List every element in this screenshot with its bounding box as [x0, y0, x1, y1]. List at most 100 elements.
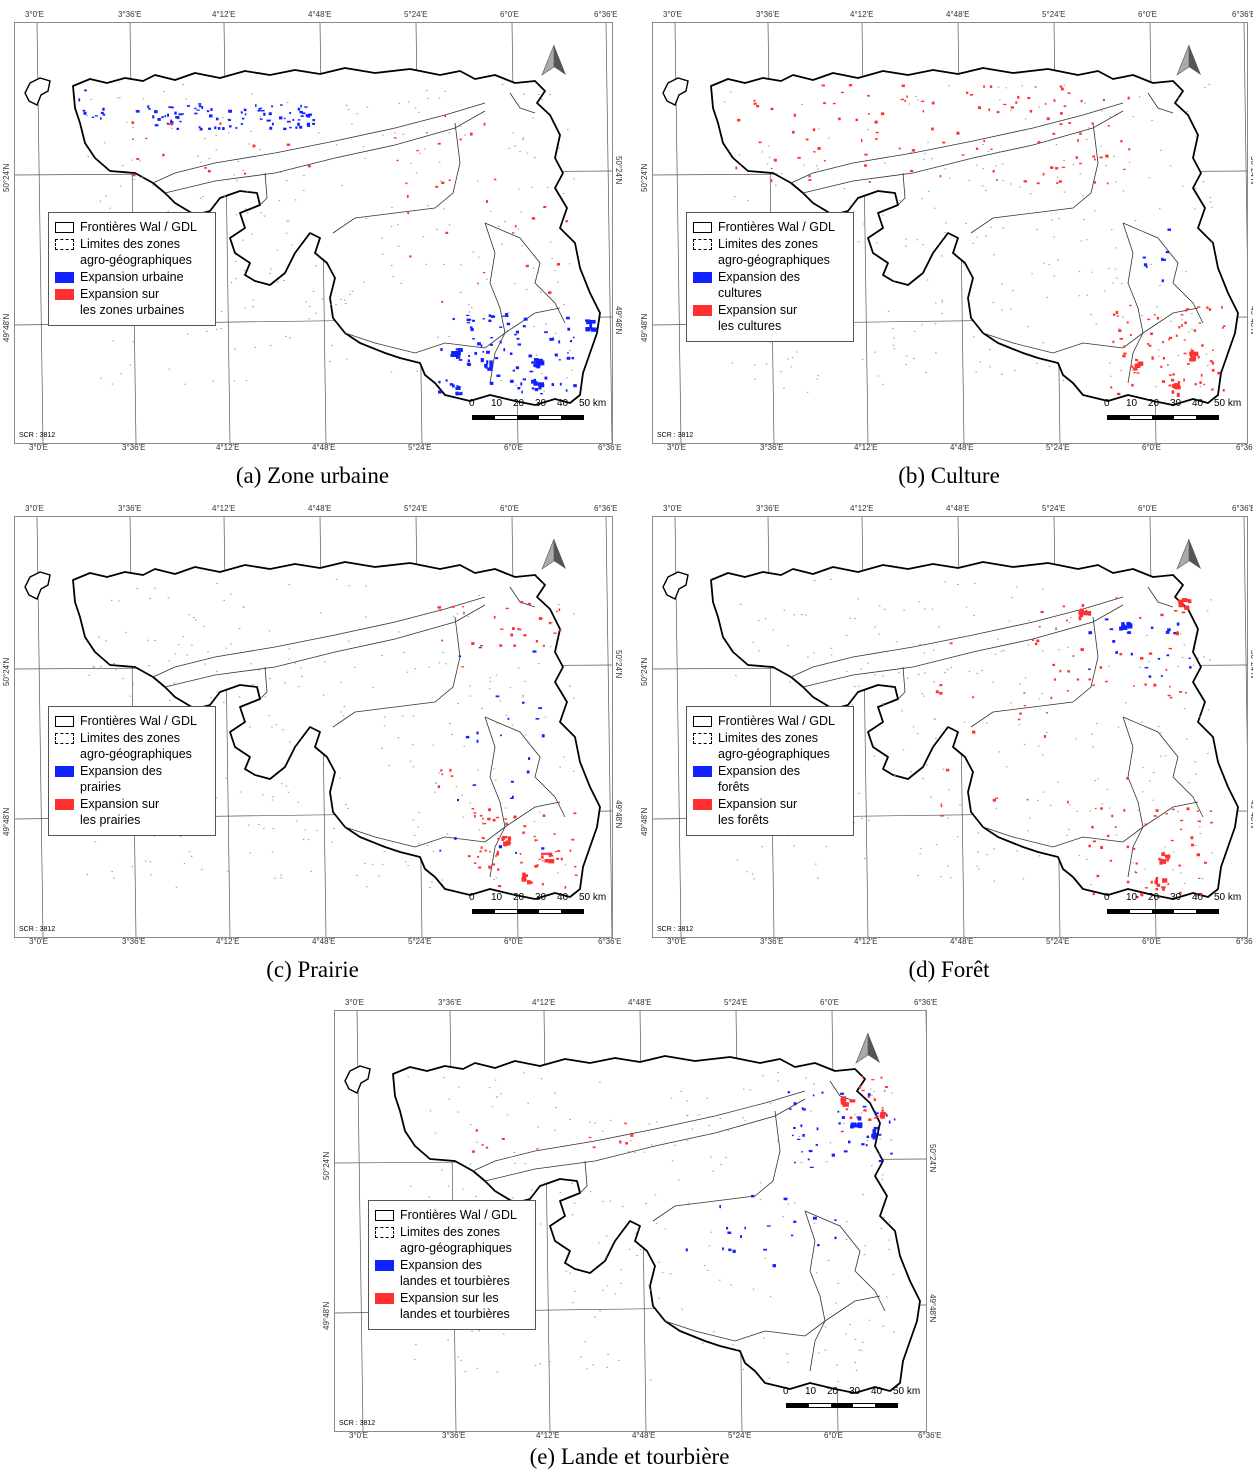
expansion-pixel: [800, 1124, 803, 1128]
expansion-patch: [455, 348, 460, 351]
land-cover-pixel: [1063, 84, 1066, 86]
expansion-pixel: [1104, 680, 1108, 683]
land-cover-pixel: [105, 640, 107, 642]
expansion-pixel: [1133, 685, 1136, 687]
land-cover-pixel: [249, 852, 252, 854]
expansion-pixel: [1140, 894, 1144, 897]
expansion-pixel: [279, 116, 283, 120]
longitude-label: 3°0'E: [349, 1431, 368, 1440]
land-cover-pixel: [469, 695, 472, 697]
land-cover-pixel: [546, 1253, 549, 1255]
land-cover-pixel: [568, 263, 571, 265]
longitude-label: 4°48'E: [312, 443, 336, 452]
expansion-pixel: [514, 333, 517, 336]
expansion-pixel: [787, 1091, 790, 1094]
expansion-pixel: [727, 1231, 732, 1235]
land-cover-pixel: [972, 242, 975, 244]
land-cover-pixel: [742, 1368, 745, 1370]
panel-caption: (d) Forêt: [908, 957, 990, 982]
land-cover-pixel: [286, 180, 288, 182]
land-cover-pixel: [462, 1188, 464, 1190]
land-cover-pixel: [410, 162, 412, 164]
land-cover-pixel: [1086, 139, 1088, 141]
zone-boundary: [897, 666, 906, 700]
land-cover-pixel: [120, 373, 122, 375]
land-cover-pixel: [270, 268, 272, 270]
land-cover-pixel: [620, 1269, 622, 1271]
expansion-pixel: [840, 1130, 844, 1133]
expansion-pixel: [527, 602, 531, 606]
land-cover-pixel: [758, 619, 760, 621]
land-cover-pixel: [1137, 809, 1140, 811]
land-cover-pixel: [532, 267, 535, 269]
land-cover-pixel: [753, 878, 755, 880]
land-cover-pixel: [511, 724, 514, 726]
land-cover-pixel: [1116, 277, 1118, 279]
expansion-pixel: [572, 336, 575, 339]
land-cover-pixel: [901, 710, 904, 712]
land-cover-pixel: [916, 733, 919, 735]
expansion-pixel: [1036, 182, 1040, 185]
land-cover-pixel: [706, 1269, 709, 1271]
expansion-patch: [1137, 362, 1141, 366]
expansion-pixel: [283, 127, 287, 131]
expansion-pixel: [821, 84, 825, 87]
land-cover-pixel: [851, 704, 853, 706]
land-cover-pixel: [425, 263, 428, 265]
blue-swatch: [55, 272, 74, 283]
scale-bar: [472, 909, 584, 914]
north-arrow-half: [1189, 539, 1201, 569]
expansion-pixel: [480, 846, 483, 849]
zone-boundary: [664, 1295, 881, 1342]
longitude-label: 3°0'E: [25, 504, 44, 513]
expansion-pixel: [901, 84, 905, 88]
expansion-pixel: [523, 317, 528, 321]
land-cover-pixel: [1194, 845, 1197, 847]
land-cover-pixel: [791, 356, 794, 358]
land-cover-pixel: [655, 1223, 658, 1225]
expansion-pixel: [295, 126, 298, 129]
land-cover-pixel: [100, 377, 102, 379]
land-cover-pixel: [1177, 665, 1179, 667]
land-cover-pixel: [828, 137, 830, 139]
expansion-pixel: [1181, 324, 1183, 327]
land-cover-pixel: [351, 123, 353, 125]
land-cover-pixel: [698, 1114, 701, 1116]
longitude-label: 6°36'E: [914, 998, 938, 1007]
zone-boundary: [472, 1090, 806, 1172]
expansion-pixel: [1080, 648, 1084, 652]
land-cover-pixel: [1160, 858, 1163, 860]
expansion-pixel: [1127, 96, 1130, 100]
land-cover-pixel: [477, 769, 479, 771]
legend-row-red: Expansion sur les zones urbaines: [55, 286, 209, 318]
land-cover-pixel: [569, 685, 571, 687]
land-cover-pixel: [912, 358, 915, 360]
land-cover-pixel: [154, 587, 156, 589]
land-cover-pixel: [132, 341, 134, 343]
north-arrow-half: [541, 44, 555, 76]
land-cover-pixel: [416, 370, 418, 372]
land-cover-pixel: [98, 636, 100, 638]
land-cover-pixel: [622, 1205, 624, 1207]
land-cover-pixel: [1027, 644, 1030, 646]
expansion-pixel: [472, 319, 475, 322]
land-cover-pixel: [628, 1150, 630, 1152]
expansion-pixel: [1196, 810, 1200, 812]
expansion-pixel: [1217, 371, 1221, 375]
land-cover-pixel: [388, 764, 390, 766]
land-cover-pixel: [877, 375, 880, 377]
expansion-pixel: [1067, 92, 1071, 94]
land-cover-pixel: [857, 598, 859, 600]
legend-row-blue: Expansion des prairies: [55, 763, 209, 795]
zones-swatch: [693, 733, 712, 744]
longitude-label: 6°0'E: [504, 937, 523, 946]
land-cover-pixel: [1186, 111, 1189, 113]
land-cover-pixel: [401, 715, 404, 717]
land-cover-pixel: [549, 646, 552, 648]
zone-boundary: [484, 222, 566, 324]
blue-swatch: [55, 766, 74, 777]
land-cover-pixel: [787, 1362, 789, 1364]
expansion-pixel: [170, 106, 174, 109]
expansion-pixel: [470, 327, 474, 332]
expansion-pixel: [1155, 888, 1159, 891]
